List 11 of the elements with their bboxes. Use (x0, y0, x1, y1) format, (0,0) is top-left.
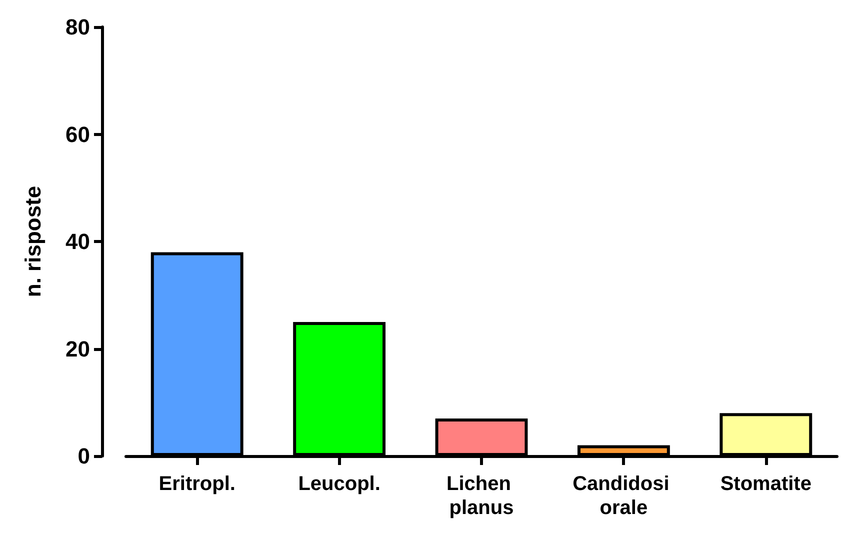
x-tick-label: Lichen planus (446, 473, 517, 519)
y-tick-label: 20 (66, 336, 90, 362)
y-tick-label: 40 (66, 229, 90, 254)
x-tick-label: Stomatite (720, 473, 812, 495)
x-tick-label: Leucopl. (298, 473, 380, 495)
y-tick-label: 0 (78, 444, 90, 468)
x-tick-label: Eritropl. (158, 473, 236, 495)
y-tick-label: 60 (66, 122, 90, 147)
y-tick-label: 80 (66, 14, 90, 40)
x-tick-label: Candidosi orale (572, 473, 675, 519)
y-axis-title: n. risposte (20, 186, 46, 298)
